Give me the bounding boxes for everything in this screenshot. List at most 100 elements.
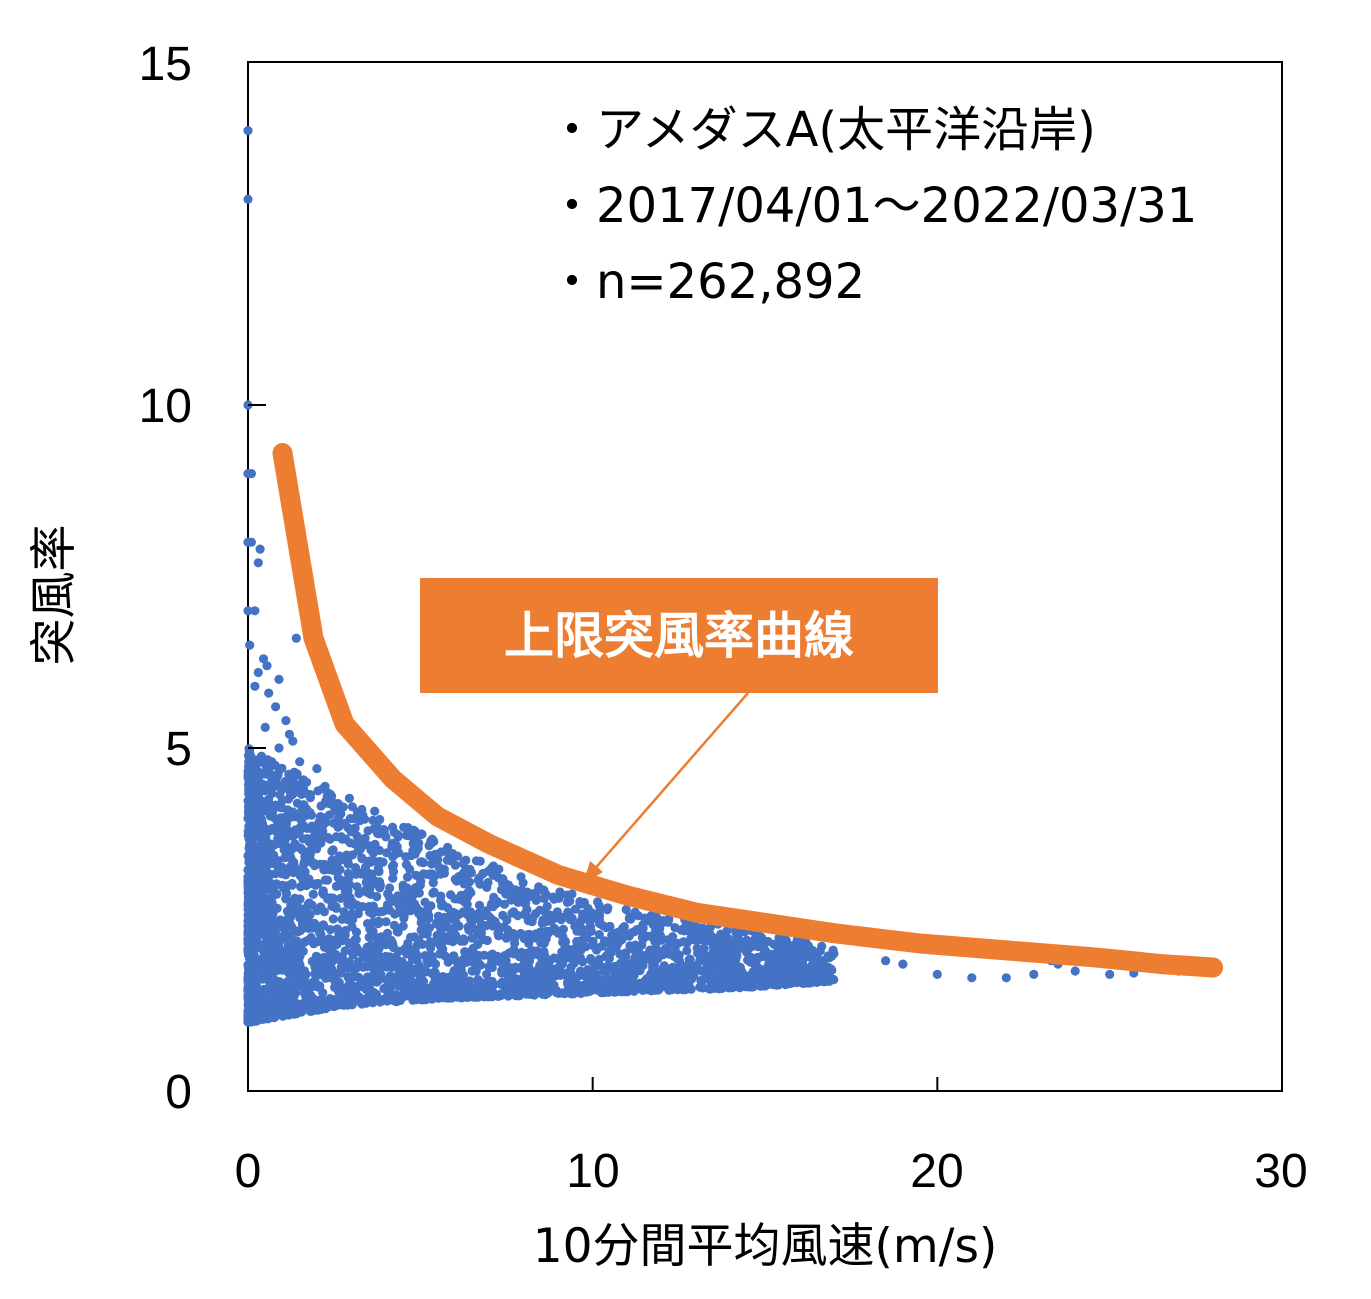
- scatter-point: [372, 892, 382, 902]
- scatter-point: [702, 933, 712, 944]
- scatter-point: [482, 969, 492, 979]
- upper-limit-curve: [272, 443, 1224, 978]
- y-tick-label-5: 5: [165, 723, 192, 776]
- scatter-point: [654, 946, 664, 956]
- scatter-point: [628, 969, 638, 979]
- scatter-point: [364, 856, 374, 866]
- scatter-point: [385, 952, 395, 962]
- scatter-point: [657, 935, 667, 945]
- scatter-point: [269, 850, 279, 860]
- scatter-point: [633, 911, 643, 921]
- scatter-point: [497, 978, 507, 988]
- scatter-point: [267, 898, 277, 908]
- scatter-point: [461, 864, 471, 874]
- scatter-point: [635, 962, 646, 972]
- scatter-point: [458, 985, 468, 995]
- scatter-point: [353, 846, 363, 856]
- scatter-point: [244, 789, 254, 799]
- scatter-point: [689, 970, 699, 981]
- scatter-point: [284, 729, 294, 739]
- scatter-point: [430, 967, 440, 977]
- scatter-point: [682, 946, 692, 956]
- scatter-point: [305, 909, 315, 919]
- callout-arrow-head: [583, 861, 603, 884]
- scatter-point: [377, 907, 387, 917]
- callout-label: 上限突風率曲線: [504, 607, 854, 665]
- scatter-point: [403, 823, 413, 833]
- scatter-point: [534, 882, 544, 892]
- scatter-point: [558, 950, 568, 960]
- scatter-point: [732, 951, 742, 961]
- scatter-point: [531, 895, 541, 906]
- scatter-point: [252, 779, 262, 789]
- scatter-point: [473, 957, 483, 967]
- scatter-point: [552, 988, 563, 998]
- scatter-point: [246, 537, 256, 547]
- scatter-point: [586, 926, 596, 937]
- scatter-point: [555, 913, 565, 923]
- scatter-point: [769, 939, 779, 950]
- scatter-point: [398, 880, 408, 890]
- x-axis-title: 10分間平均風速(m/s): [533, 1219, 998, 1274]
- scatter-point: [348, 950, 358, 960]
- scatter-point: [449, 951, 459, 961]
- scatter-point: [723, 951, 734, 961]
- scatter-point: [750, 933, 761, 943]
- scatter-point: [767, 966, 777, 976]
- scatter-point: [612, 928, 623, 938]
- scatter-point: [564, 897, 574, 907]
- scatter-point: [358, 810, 368, 820]
- scatter-point: [501, 889, 511, 899]
- scatter-point: [482, 882, 492, 893]
- scatter-point: [790, 958, 800, 969]
- scatter-point: [284, 993, 294, 1003]
- scatter-point: [695, 947, 705, 957]
- scatter-point: [443, 914, 453, 924]
- scatter-point: [313, 980, 323, 991]
- scatter-point: [275, 915, 285, 925]
- scatter-point: [418, 912, 428, 922]
- scatter-point: [318, 886, 328, 896]
- scatter-point: [246, 927, 256, 937]
- scatter-point: [409, 932, 419, 942]
- scatter-point: [522, 989, 532, 999]
- scatter-point: [653, 973, 663, 983]
- scatter-point: [425, 937, 435, 947]
- scatter-point: [450, 894, 460, 904]
- scatter-point: [398, 921, 408, 931]
- scatter-point: [314, 904, 324, 914]
- y-tick-label-15: 15: [139, 38, 192, 91]
- scatter-point: [300, 852, 310, 862]
- scatter-point: [898, 959, 908, 969]
- scatter-point: [696, 976, 706, 986]
- scatter-point: [555, 890, 565, 900]
- scatter-point: [476, 980, 486, 990]
- scatter-point: [342, 850, 352, 860]
- scatter-point: [362, 887, 372, 897]
- scatter-point: [669, 977, 679, 987]
- scatter-point: [605, 921, 615, 932]
- scatter-point: [516, 928, 526, 939]
- scatter-point: [386, 935, 396, 945]
- scatter-point: [428, 992, 438, 1002]
- scatter-point: [350, 839, 360, 849]
- scatter-point: [510, 962, 521, 972]
- scatter-point: [320, 936, 330, 946]
- scatter-point: [609, 939, 619, 950]
- scatter-point: [626, 913, 636, 923]
- scatter-point: [546, 914, 556, 925]
- scatter-point: [333, 997, 343, 1008]
- scatter-point: [250, 681, 260, 691]
- scatter-point: [274, 814, 284, 824]
- scatter-points: [243, 126, 1194, 1027]
- scatter-point: [313, 878, 323, 889]
- scatter-point: [428, 871, 438, 881]
- scatter-point: [333, 805, 343, 815]
- scatter-point: [499, 899, 510, 909]
- scatter-point: [274, 743, 284, 753]
- scatter-point: [570, 904, 581, 914]
- scatter-point: [268, 1010, 278, 1020]
- scatter-point: [369, 823, 379, 834]
- scatter-point: [359, 952, 369, 962]
- scatter-point: [365, 932, 375, 942]
